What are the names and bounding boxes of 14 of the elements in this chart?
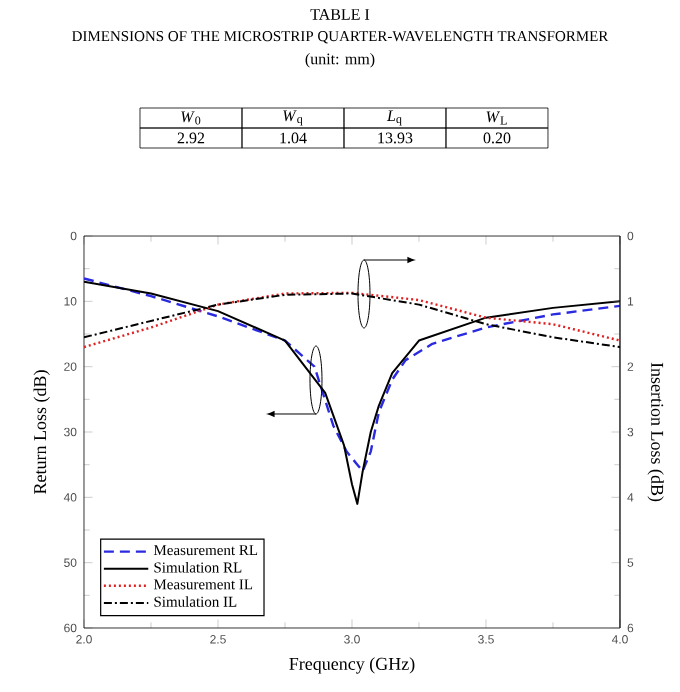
text: (unit: mm) — [305, 53, 375, 68]
text: W$_{0}$ — [181, 111, 201, 125]
x-axis-title: Frequency (GHz) — [289, 657, 415, 674]
text: W$_{q}$ — [283, 110, 303, 126]
y2-axis-title: Insertion Loss (dB) — [647, 362, 664, 502]
line-series — [84, 277, 620, 473]
text: L$_{q}$ — [386, 110, 402, 126]
chart-title: TABLE I — [310, 9, 370, 20]
text: 1.04 — [280, 132, 307, 144]
text: W$_{L}$ — [486, 111, 507, 125]
y-axis-title: Return Loss (dB) — [33, 370, 50, 494]
text: 0.20 — [483, 132, 511, 144]
text: 13.93 — [378, 132, 413, 144]
text: 2.92 — [177, 132, 205, 144]
